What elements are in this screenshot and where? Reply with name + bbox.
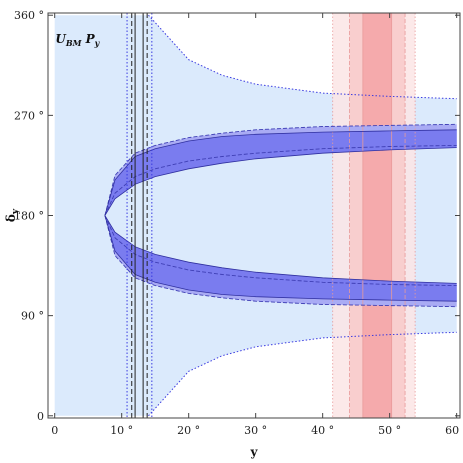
y-tick-label: 270 ° (14, 109, 44, 122)
band-2sigma-edge-upper_in (104, 215, 457, 284)
annotation-main: U (55, 32, 67, 46)
y-axis-label-main: δ (4, 214, 18, 222)
band-2sigma-edge-upper_out (104, 129, 457, 216)
x-tick-label: 50 ° (378, 424, 401, 437)
annotation-rest-sub: y (94, 38, 101, 48)
model-annotation: UBM Py (55, 32, 100, 48)
fills-layer (54, 13, 457, 418)
x-axis-label: y (250, 445, 259, 459)
x-tick-label: 0 (51, 424, 58, 437)
annotation-sub: BM (65, 38, 83, 48)
ticks-layer: 0 10 ° 20 ° 30 ° 40 ° 50 ° 60 ° 0 90 ° 180 ° 270 °… (14, 9, 463, 437)
x-tick-label: 30 ° (244, 424, 267, 437)
band-2sigma (104, 129, 457, 302)
x-tick-label: 20 ° (177, 424, 200, 437)
x-tick-label: 60 ° (445, 424, 463, 437)
lines-layer (104, 13, 457, 418)
band-3sigma-edge-lower_in (104, 144, 457, 216)
band-3sigma-edge-lower_out (104, 215, 457, 308)
band-3sigma-edge-upper_in (104, 215, 457, 287)
y-axis-label: δy (4, 208, 21, 222)
x-tick-label: 40 ° (311, 424, 334, 437)
y-axis-label-sub: y (11, 208, 21, 215)
y-tick-label: 0 (37, 410, 44, 423)
y-tick-label: 180 ° (14, 210, 44, 223)
x-tick-label: 10 ° (110, 424, 133, 437)
y-tick-label: 360 ° (14, 9, 44, 22)
red-band-inner (362, 13, 392, 418)
allowed-region-upper-edge (148, 14, 457, 100)
band-2sigma-edge-lower_out (104, 215, 457, 302)
annotation-rest: P (81, 32, 95, 46)
y-tick-label: 90 ° (21, 310, 44, 323)
allowed-region-lower-edge (148, 331, 457, 417)
band-2sigma-edge-lower_in (104, 147, 457, 216)
band-3sigma-edge-upper_out (104, 123, 457, 216)
